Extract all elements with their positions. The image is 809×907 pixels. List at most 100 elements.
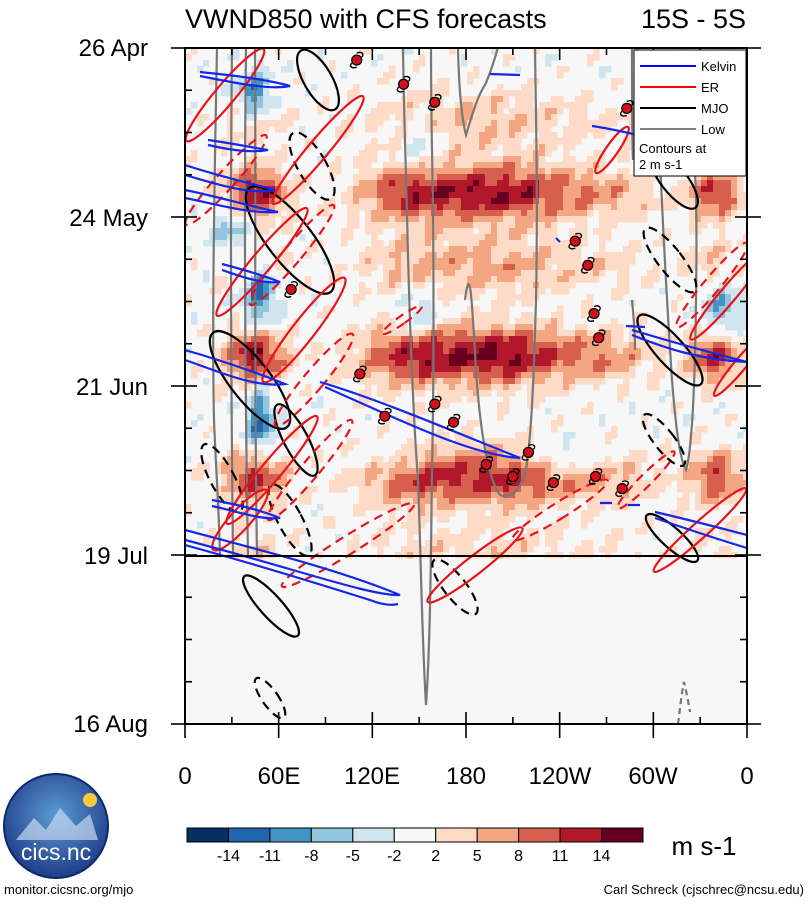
heat-cell [401,294,408,301]
heat-cell [377,198,384,205]
heat-cell [455,462,462,469]
heat-cell [617,474,624,481]
heat-cell [383,480,390,487]
heat-cell [707,204,714,211]
heat-cell [239,228,246,235]
heat-cell [497,246,504,253]
heat-cell [569,354,576,361]
heat-cell [257,384,264,391]
heat-cell [455,450,462,457]
heat-cell [593,264,600,271]
heat-cell [467,156,474,163]
heat-cell [305,438,312,445]
heat-cell [521,126,528,133]
heat-cell [557,348,564,355]
heat-cell [581,120,588,127]
heat-cell [407,384,414,391]
heat-cell [503,318,510,325]
heat-cell [707,486,714,493]
heat-cell [269,300,276,307]
heat-cell [551,360,558,367]
heat-cell [257,396,264,403]
heat-cell [461,216,468,223]
heat-cell [701,300,708,307]
heat-cell [539,264,546,271]
heat-cell [245,354,252,361]
heat-cell [707,318,714,325]
heat-cell [713,252,720,259]
heat-cell [527,198,534,205]
heat-cell [509,282,516,289]
heat-cell [719,180,726,187]
heat-cell [497,366,504,373]
heat-cell [467,504,474,511]
heat-cell [461,138,468,145]
heat-cell [425,516,432,523]
heat-cell [431,216,438,223]
kelvin-contours [185,70,747,606]
heat-cell [419,306,426,313]
heat-cell [443,186,450,193]
heat-cell [593,174,600,181]
heat-cell [473,138,480,145]
heat-cell [695,222,702,229]
heat-cell [515,270,522,277]
heat-cell [437,84,444,91]
heat-cell [365,150,372,157]
heat-cell [575,492,582,499]
heat-cell [317,204,324,211]
heat-cell [551,198,558,205]
heat-cell [449,330,456,337]
heat-cell [551,120,558,127]
heat-cell [347,96,354,103]
heat-cell [377,336,384,343]
heat-cell [359,294,366,301]
heat-cell [497,258,504,265]
heat-cell [515,234,522,241]
heat-cell [437,432,444,439]
heat-cell [215,216,222,223]
heat-cell [383,504,390,511]
heat-cell [227,456,234,463]
heat-cell [395,192,402,199]
heat-cell [371,204,378,211]
heat-cell [419,228,426,235]
heat-cell [359,150,366,157]
tc-marker [377,407,392,425]
heat-cell [659,348,666,355]
heat-cell [191,156,198,163]
heat-cell [731,522,738,529]
heat-cell [623,504,630,511]
heat-cell [551,210,558,217]
heat-cell [443,468,450,475]
heat-cell [437,546,444,553]
heat-cell [425,210,432,217]
heat-cell [401,468,408,475]
heat-cell [617,288,624,295]
heat-cell [401,336,408,343]
heat-cell [497,96,504,103]
heat-cell [263,96,270,103]
heat-cell [221,360,228,367]
heat-cell [455,396,462,403]
heat-cell [443,540,450,547]
heat-cell [557,102,564,109]
heat-cell [587,330,594,337]
heat-cell [551,420,558,427]
er-contour [675,241,747,329]
heat-cell [407,528,414,535]
heat-cell [719,240,726,247]
y-tick-label: 26 Apr [79,35,148,62]
heat-cell [731,492,738,499]
heat-cell [341,342,348,349]
heat-cell [215,288,222,295]
heat-cell [473,258,480,265]
heat-cell [683,414,690,421]
heat-cell [257,486,264,493]
heat-cell [581,192,588,199]
heat-cell [497,384,504,391]
heat-cell [305,384,312,391]
heat-cell [599,72,606,79]
er-contour [280,501,416,589]
heat-cell [509,510,516,517]
